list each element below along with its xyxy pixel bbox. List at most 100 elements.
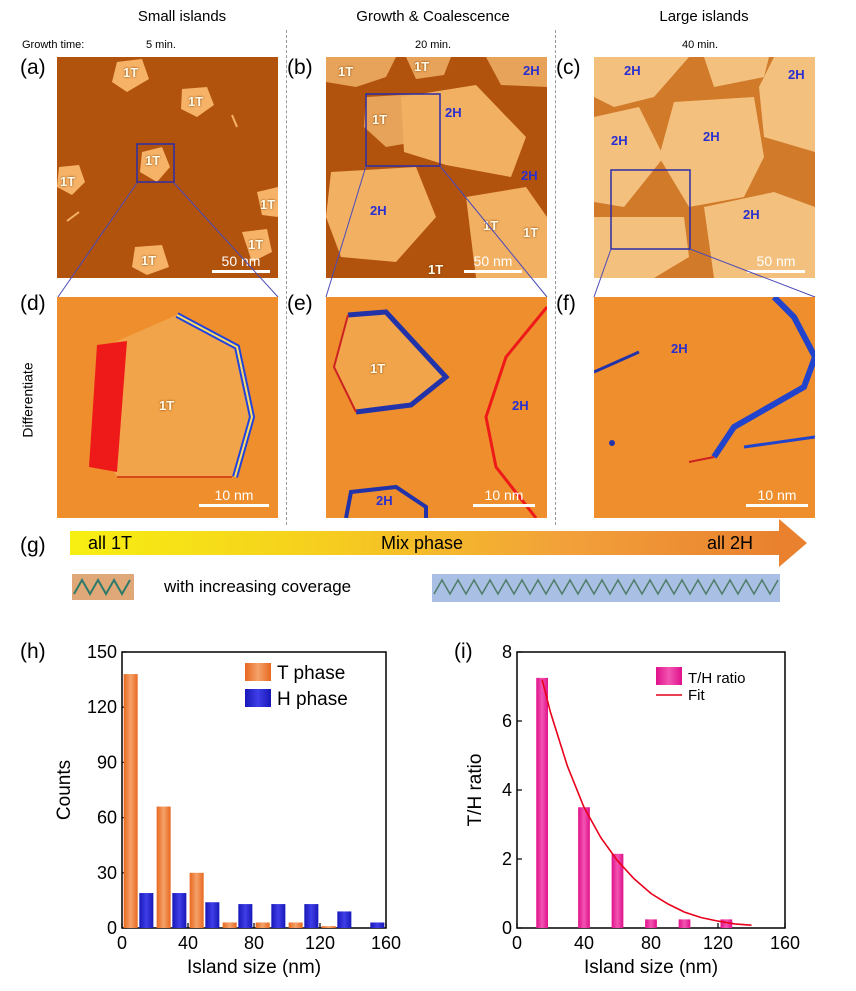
bar [238,904,253,928]
bar [337,911,352,928]
panel-label-c: (c) [556,56,581,79]
island-shapes-c [594,57,815,278]
separator-2 [555,30,556,525]
label-1t: 1T [370,361,386,376]
label-1t: 1T [260,197,276,212]
growth-time-label: Growth time: [22,39,85,51]
separator-1 [286,30,287,525]
island-outline-e [332,306,547,518]
plot-frame [516,651,786,929]
panel-label-a: (a) [20,56,46,79]
legend-label: T phase [277,663,345,684]
label-all-2h: all 2H [707,533,754,553]
time-40min: 40 min. [682,39,719,51]
y-tick-label: 150 [87,645,117,662]
y-axis-label: Counts [54,760,75,820]
island-outline-d [89,312,256,478]
bar [578,807,590,928]
label-2h: 2H [370,203,387,218]
bar [370,922,385,928]
panel-label-i: (i) [454,640,473,663]
diff-image-e: 1T 2H 2H 10 nm [326,297,547,518]
label-1t: 1T [188,94,204,109]
panel-label-h: (h) [20,640,46,663]
scale-bar: 50 nm [747,253,805,273]
bar [304,904,319,928]
diff-image-f: 2H 10 nm [594,297,815,518]
label-1t: 1T [338,64,354,79]
label-mix-phase: Mix phase [381,533,464,553]
y-tick-label: 0 [107,918,117,938]
island-shapes-a [57,59,278,275]
label-2h: 2H [788,67,805,82]
y-tick-label: 30 [97,863,117,883]
scale-bar-label: 10 nm [214,487,254,503]
bar [288,922,303,928]
legend-swatch [656,667,682,685]
label-2h: 2H [521,168,538,183]
scale-bar-label: 10 nm [757,487,797,503]
bar [645,919,657,928]
legend-label: Fit [688,687,705,704]
bar [678,919,691,928]
bar [222,922,237,928]
y-tick-label: 2 [502,849,512,869]
time-5min: 5 min. [146,39,176,51]
legend-swatch [245,663,271,681]
caption-increasing-coverage: with increasing coverage [164,577,352,596]
label-2h: 2H [611,133,628,148]
lattice-2h-icon [433,578,779,596]
panel-label-f: (f) [556,292,576,315]
x-tick-label: 80 [641,933,661,953]
label-2h: 2H [376,493,393,508]
arrow-head-icon [779,519,807,567]
label-2h: 2H [523,63,540,78]
label-1t: 1T [414,59,430,74]
bar [611,853,624,928]
y-tick-label: 60 [97,808,117,828]
panel-label-e: (e) [287,292,313,315]
label-all-1t: all 1T [88,533,133,553]
diff-image-d: 1T 10 nm [57,297,278,518]
bar [123,674,138,928]
bar [321,926,336,928]
x-tick-label: 120 [305,933,335,953]
bar [205,902,220,928]
label-1t: 1T [372,112,388,127]
y-tick-label: 0 [502,918,512,938]
y-tick-label: 8 [502,645,512,662]
title-large-islands: Large islands [659,8,749,25]
x-tick-label: 40 [574,933,594,953]
scale-bar-label: 50 nm [221,253,261,269]
phase-gradient-arrow [70,531,780,555]
fit-line [541,679,752,926]
label-2h: 2H [703,129,720,144]
title-growth-coalescence: Growth & Coalescence [356,8,510,25]
zoom-connectors [57,165,816,298]
scale-bar: 50 nm [212,253,270,273]
bar [156,806,171,928]
title-small-islands: Small islands [137,8,227,25]
x-tick-label: 0 [117,933,127,953]
bar [720,919,733,928]
x-tick-label: 40 [178,933,198,953]
lattice-1t-icon [73,577,131,597]
label-1t: 1T [141,253,157,268]
panel-label-g: (g) [20,534,46,557]
scale-bar-label: 50 nm [756,253,796,269]
bar [255,922,270,928]
bar [271,904,286,928]
label-1t: 1T [248,237,264,252]
y-axis-label: T/H ratio [466,754,486,827]
scale-bar-label: 50 nm [473,253,513,269]
x-tick-label: 160 [371,933,401,953]
stm-image-b: 1T 1T 2H 1T 2H 2H 2H 1T 1T 1T 50 nm [326,57,547,278]
chart-h: 0 40 80 120 160 0 30 60 90 120 150 Island size (nm)… [54,645,401,978]
legend-label: H phase [277,689,348,710]
panel-label-d: (d) [20,292,46,315]
scale-bar-label: 10 nm [484,487,524,503]
side-label-differentiate: Differentiate [19,362,36,438]
label-1t: 1T [123,65,139,80]
x-tick-label: 160 [770,933,800,953]
x-tick-label: 80 [244,933,264,953]
